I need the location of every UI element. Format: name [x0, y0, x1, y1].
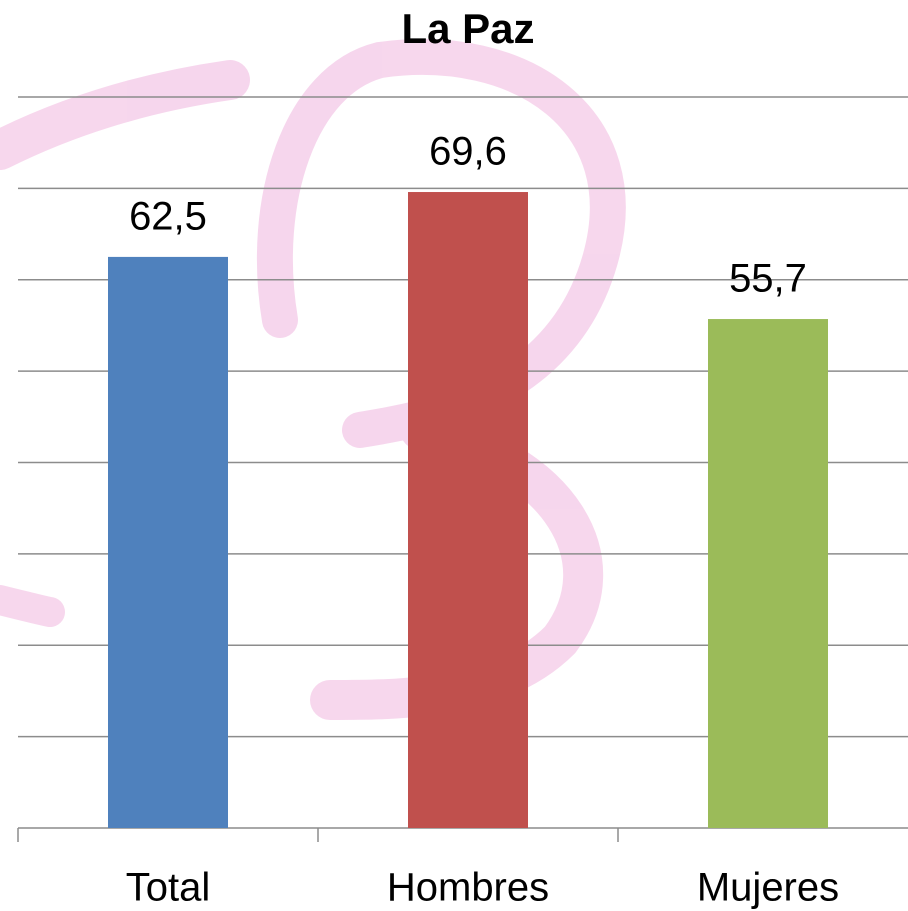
bar: [108, 256, 228, 828]
chart-title: La Paz: [401, 5, 534, 52]
bar: [408, 192, 528, 828]
value-label: 55,7: [729, 257, 807, 301]
bar: [708, 319, 828, 828]
x-tick-label: Hombres: [387, 866, 549, 910]
value-label: 69,6: [429, 130, 507, 174]
value-label: 62,5: [129, 194, 207, 238]
x-tick-label: Mujeres: [697, 866, 839, 910]
x-tick-label: Total: [126, 866, 211, 910]
